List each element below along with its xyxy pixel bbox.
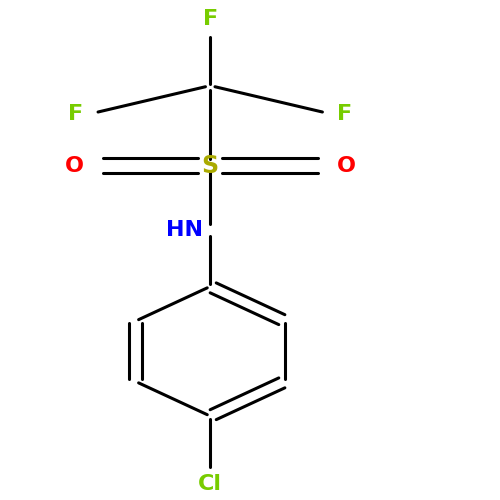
Text: O: O <box>337 156 356 176</box>
Text: F: F <box>337 104 352 124</box>
Text: Cl: Cl <box>198 474 222 494</box>
Text: S: S <box>202 154 219 178</box>
Text: F: F <box>202 10 218 29</box>
Text: O: O <box>64 156 84 176</box>
Text: F: F <box>68 104 84 124</box>
Text: HN: HN <box>166 220 203 240</box>
